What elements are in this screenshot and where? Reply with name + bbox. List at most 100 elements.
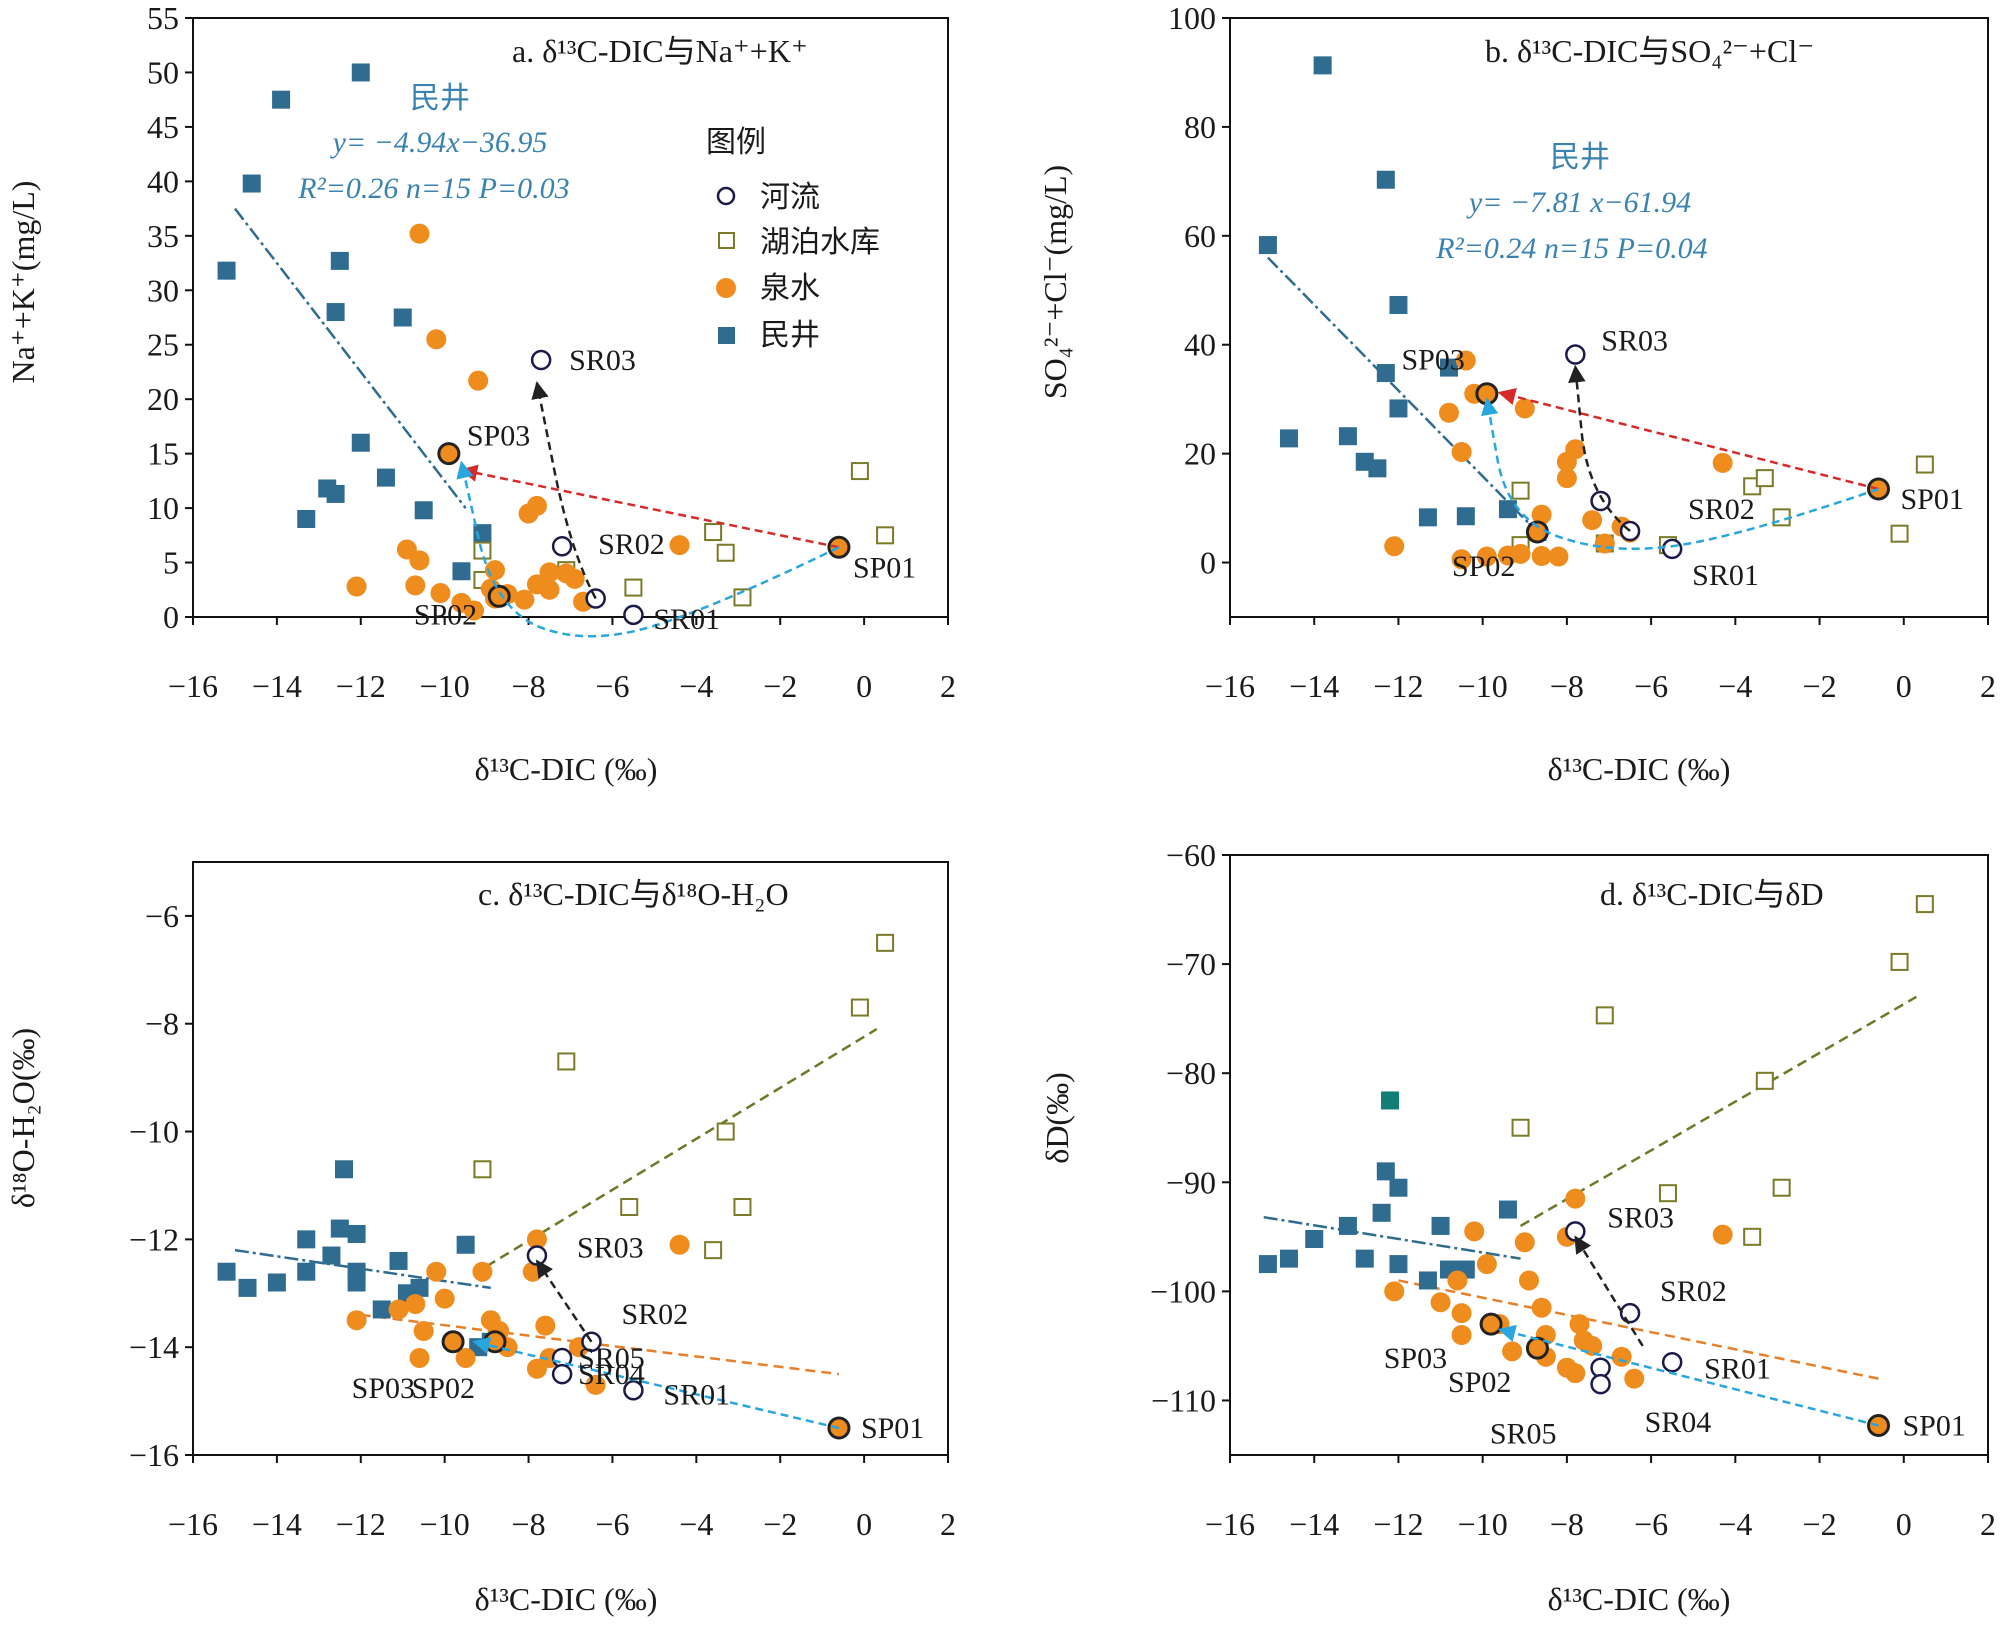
well-point [351, 433, 370, 452]
well-point [1389, 1255, 1408, 1274]
black-arrow [535, 1259, 593, 1343]
x-tick-label: −14 [252, 1506, 302, 1542]
lake-point [704, 1241, 723, 1260]
spring-point [1518, 1270, 1539, 1291]
point-label-sr03: SR03 [577, 1232, 644, 1265]
spring-point [455, 1347, 476, 1368]
x-tick-label: 2 [1980, 1506, 1996, 1542]
x-tick-label: −10 [1458, 1506, 1508, 1542]
point-label-sp03: SP03 [352, 1372, 415, 1405]
spring-point [1624, 1368, 1645, 1389]
point-label-sr02: SR02 [621, 1298, 688, 1331]
y-tick-label: −100 [1150, 1273, 1216, 1309]
well-point [1376, 364, 1395, 383]
legend-title: 图例 [706, 125, 766, 160]
panel-b-regression-equation: y= −7.81 x−61.94 [1466, 186, 1691, 219]
spring-point [1556, 468, 1577, 489]
sample-point-sp03 [441, 1330, 465, 1354]
river-point [1590, 1373, 1611, 1395]
panel-b-xlabel: δ¹³C-DIC (‰) [1548, 751, 1731, 787]
well-point [217, 261, 236, 280]
lake-point [716, 543, 735, 562]
legend-label-well: 民井 [760, 318, 820, 353]
lake-point [876, 526, 895, 545]
panel-d-title: d. δ¹³C-DIC与δD [1600, 876, 1824, 912]
well-point [414, 501, 433, 520]
spring-point [1451, 1325, 1472, 1345]
point-label-sr05: SR05 [578, 1342, 645, 1375]
x-tick-label: −6 [1634, 668, 1668, 704]
well-point [1338, 1216, 1357, 1235]
x-tick-label: −4 [1718, 668, 1752, 704]
y-tick-label: −80 [1166, 1055, 1216, 1091]
black-arrow [531, 381, 597, 600]
well-point [272, 90, 291, 109]
panel-c-axes: −16 −14 −12 −10 −8 −6 −16 −14 −12 −10 −8 −6 −4 −2 0 2 [129, 861, 956, 1542]
spring-point [1582, 1335, 1603, 1356]
spring-point [1531, 504, 1552, 525]
lake-point [1915, 455, 1934, 474]
well-point [1368, 459, 1387, 478]
lake-point [624, 578, 643, 597]
point-label-sr01: SR01 [1692, 559, 1759, 592]
y-tick-label: 60 [1184, 218, 1216, 254]
x-tick-label: −10 [420, 1506, 470, 1542]
black-arrow [1574, 1235, 1644, 1347]
y-tick-label: 0 [1200, 545, 1216, 581]
panel-c-title: c. δ¹³C-DIC与δ¹⁸O-H₂O [478, 876, 789, 912]
y-tick-label: 80 [1184, 109, 1216, 145]
point-label-sr01: SR01 [663, 1378, 730, 1411]
x-tick-label: 2 [940, 1506, 956, 1542]
panel-a-marks: SP01 SP02 SP03 SR01 SR02 SR03 [217, 63, 916, 638]
y-tick-label: 45 [147, 109, 179, 145]
well-point [1355, 1249, 1374, 1268]
spring-point [1464, 1221, 1485, 1242]
y-tick-label: 10 [147, 490, 179, 526]
spring-point [409, 550, 430, 571]
panel-b: 0 20 40 60 80 100 −16 −14 −12 −10 −8 −6 −4 −2 0 2 b. δ¹… [1037, 0, 1996, 787]
x-tick-label: −8 [1550, 668, 1584, 704]
plot-frame [192, 861, 949, 1456]
well-point [1279, 429, 1298, 448]
spring-point [1565, 439, 1586, 460]
panel-a-legend: 图例 河流 湖泊水库 泉水 民井 [706, 125, 880, 353]
river-point [1565, 1221, 1586, 1242]
point-label-sr04: SR04 [578, 1358, 645, 1391]
x-tick-label: −10 [1458, 668, 1508, 704]
legend-label-spring: 泉水 [760, 271, 820, 306]
spring-point [514, 589, 535, 610]
spring-point [430, 583, 451, 604]
spring-point [1565, 1363, 1586, 1384]
legend-label-river: 河流 [760, 180, 820, 215]
x-tick-label: −14 [1289, 1506, 1339, 1542]
x-tick-label: −10 [420, 668, 470, 704]
legend-marker-lake [718, 232, 735, 249]
river-point [1661, 538, 1683, 560]
y-tick-label: −16 [129, 1437, 179, 1473]
spring-point [1514, 1232, 1535, 1253]
panel-a-xlabel: δ¹³C-DIC (‰) [475, 751, 658, 787]
legend-marker-spring [716, 278, 736, 298]
river-point [1619, 1302, 1641, 1324]
plot-frame [1229, 854, 1989, 1456]
lake-point [850, 998, 869, 1017]
y-tick-label: 35 [147, 218, 179, 254]
spring-point [1611, 1346, 1632, 1367]
spring-point [1430, 1292, 1451, 1313]
x-tick-label: −16 [1205, 1506, 1255, 1542]
well-point [1381, 1091, 1400, 1110]
river-point [530, 349, 552, 371]
point-label-sp02: SP02 [1452, 550, 1515, 583]
x-tick-label: 0 [856, 1506, 872, 1542]
x-tick-label: −16 [1205, 668, 1255, 704]
blue-arrow [472, 1336, 840, 1430]
y-tick-label: 100 [1168, 0, 1216, 36]
lake-point [876, 933, 895, 952]
red-arrow [1497, 388, 1879, 491]
well-point [297, 1262, 316, 1281]
panel-b-marks: SP01 SP02 SP03 SR01 SR02 SR03 [1258, 56, 1964, 592]
point-label-sp01: SP01 [861, 1412, 924, 1445]
spring-point [413, 1321, 434, 1342]
sample-point-sp02 [487, 584, 511, 608]
spring-point [346, 576, 367, 597]
